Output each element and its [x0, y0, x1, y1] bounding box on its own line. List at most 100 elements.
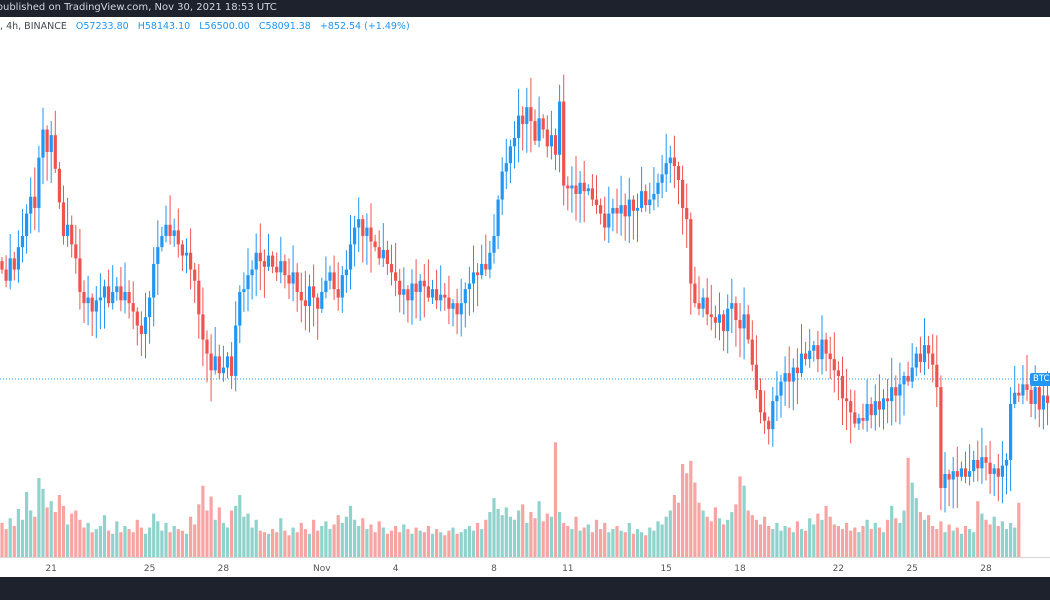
candle-body: [582, 182, 586, 192]
candle-body: [402, 289, 406, 295]
candle-body: [890, 387, 894, 402]
volume-bar: [623, 532, 627, 557]
candle-body: [484, 263, 488, 270]
candlestick-chart[interactable]: [0, 17, 1050, 557]
volume-bar: [943, 532, 947, 557]
candle-body: [1037, 387, 1041, 410]
ohlc-legend: S, 4h, BINANCE O57233.80 H58143.10 L5650…: [0, 21, 416, 32]
volume-bar: [98, 526, 102, 557]
candle-body: [787, 373, 791, 382]
candle-body: [193, 269, 197, 281]
candle-body: [996, 468, 1000, 477]
volume-bar: [939, 521, 943, 557]
candle-body: [512, 137, 517, 147]
volume-bar: [914, 498, 918, 557]
candle-body: [586, 188, 590, 192]
volume-bar: [603, 522, 607, 557]
volume-bar: [922, 519, 927, 557]
candle-body: [927, 345, 931, 354]
candle-body: [312, 286, 316, 298]
volume-bar: [8, 518, 12, 557]
candle-body: [988, 462, 992, 474]
volume-bar: [66, 524, 70, 557]
candle-body: [599, 205, 603, 214]
candle-body: [107, 286, 111, 304]
volume-bar: [447, 530, 451, 557]
volume-bar: [701, 510, 705, 557]
volume-bar: [685, 473, 689, 557]
candle-body: [439, 294, 443, 301]
volume-bar: [41, 488, 45, 557]
candle-body: [115, 286, 119, 292]
volume-bar: [713, 507, 717, 557]
candle-body: [217, 356, 221, 374]
volume-bar: [336, 515, 340, 557]
volume-bar: [578, 530, 582, 557]
volume-bar: [250, 527, 254, 557]
candle-body: [455, 303, 459, 315]
candle-body: [476, 272, 480, 276]
candle-body: [283, 261, 287, 276]
volume-bar: [541, 521, 545, 557]
volume-bar: [435, 529, 439, 557]
candle-body: [1033, 387, 1037, 404]
candle-body: [861, 417, 865, 421]
candle-body: [1029, 389, 1033, 404]
candle-body: [644, 191, 648, 206]
volume-bar: [976, 501, 980, 557]
volume-bar: [931, 526, 935, 557]
volume-bar: [877, 527, 881, 557]
candle-body: [939, 387, 943, 488]
candle-body: [816, 345, 820, 360]
volume-bar: [804, 530, 808, 557]
candle-body: [189, 252, 193, 270]
candle-body: [160, 235, 164, 248]
candle-body: [865, 403, 869, 421]
candle-body: [4, 269, 8, 281]
candle-body: [275, 266, 279, 273]
volume-bar: [820, 519, 824, 557]
volume-bar: [463, 529, 467, 557]
candle-body: [37, 157, 41, 208]
time-axis[interactable]: 212528Nov48111518222528Dec: [0, 557, 1050, 578]
volume-bar: [594, 519, 599, 557]
candle-body: [734, 303, 738, 320]
volume-bar: [918, 512, 922, 557]
candle-body: [541, 118, 545, 130]
candle-body: [381, 249, 385, 259]
volume-bar: [992, 516, 996, 557]
candle-body: [914, 353, 918, 368]
volume-bar: [156, 521, 160, 557]
candle-body: [369, 227, 373, 242]
candle-body: [640, 191, 644, 208]
volume-bar: [402, 524, 406, 557]
candle-body: [225, 356, 230, 368]
volume-bar: [394, 526, 398, 557]
volume-bar: [221, 522, 225, 557]
volume-bar: [599, 529, 603, 557]
candle-body: [763, 412, 767, 421]
candle-body: [143, 317, 148, 334]
volume-bar: [492, 498, 496, 557]
candle-body: [377, 247, 381, 259]
volume-bar: [193, 524, 197, 557]
candle-body: [184, 252, 189, 256]
candle-body: [344, 269, 348, 276]
candle-body: [12, 258, 16, 270]
candle-body: [234, 325, 238, 376]
candle-body: [406, 289, 410, 301]
candle-body: [549, 135, 553, 147]
volume-bar: [746, 510, 750, 557]
candle-body: [197, 280, 201, 315]
volume-bar: [840, 529, 845, 557]
volume-bar: [656, 521, 660, 557]
volume-bar: [816, 513, 820, 557]
volume-bar: [283, 530, 287, 557]
candle-body: [869, 403, 873, 416]
volume-bar: [853, 527, 857, 557]
volume-bar: [582, 527, 586, 557]
volume-bar: [238, 495, 242, 557]
volume-bar: [549, 516, 553, 557]
candle-body: [209, 353, 213, 371]
candle-body: [1021, 384, 1025, 396]
